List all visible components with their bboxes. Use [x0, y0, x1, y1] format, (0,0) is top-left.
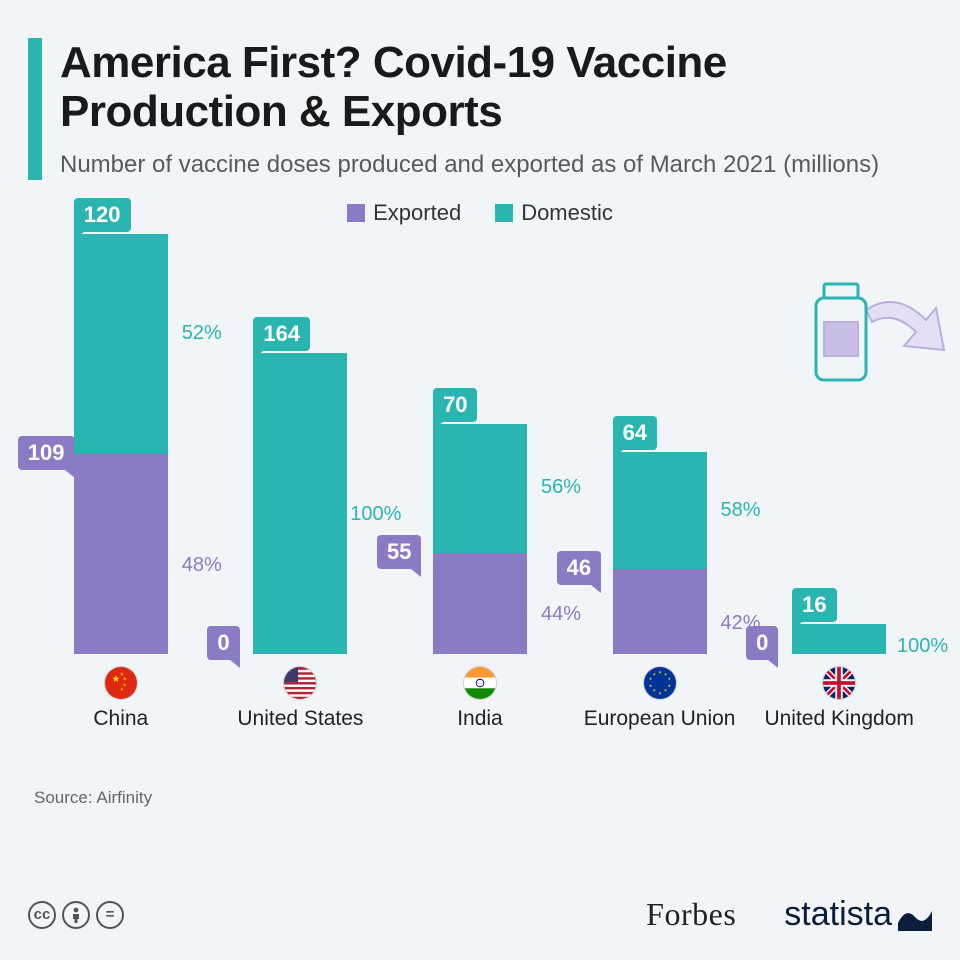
header: America First? Covid-19 Vaccine Producti…: [28, 38, 932, 180]
flag-icon: ★★★★★: [104, 666, 138, 700]
domestic-pct: 100%: [897, 635, 948, 658]
exported-value-bubble: 0: [746, 626, 778, 660]
chart-title: America First? Covid-19 Vaccine Producti…: [60, 38, 932, 137]
exported-segment: 48%109: [74, 454, 168, 654]
cc-badges: cc =: [28, 901, 124, 929]
legend-exported: Exported: [347, 200, 461, 226]
bar-stack: 44%557056%: [433, 424, 527, 653]
country-column: 16100%0 United Kingdom: [754, 624, 924, 757]
bar-stack: 48%10912052%: [74, 234, 168, 654]
forbes-logo: Forbes: [646, 896, 736, 933]
swatch-domestic: [495, 204, 513, 222]
country-column: 164100%0 United States: [216, 353, 386, 758]
exported-value-bubble: 46: [557, 551, 601, 585]
swatch-exported: [347, 204, 365, 222]
accent-bar: [28, 38, 42, 180]
statista-text: statista: [784, 895, 892, 934]
domestic-value-bubble: 16: [792, 588, 836, 622]
bar-stack: 164100%0: [253, 353, 347, 654]
svg-text:★: ★: [111, 673, 119, 684]
domestic-segment: 164100%0: [253, 353, 347, 654]
flag-icon: [283, 666, 317, 700]
bar-stack: 42%466458%: [613, 452, 707, 654]
domestic-value-bubble: 164: [253, 317, 310, 351]
statista-wave-icon: [898, 901, 932, 929]
legend-domestic-label: Domestic: [521, 200, 613, 226]
footer: cc = Forbes statista: [28, 895, 932, 934]
country-column: 48%10912052% ★★★★★ China: [36, 234, 206, 758]
brand-row: Forbes statista: [646, 895, 932, 934]
country-label: China: [93, 706, 148, 758]
chart-subtitle: Number of vaccine doses produced and exp…: [60, 149, 932, 180]
vial-arrow-icon: [796, 270, 946, 400]
exported-value-bubble: 109: [18, 436, 75, 470]
domestic-value-bubble: 120: [74, 198, 131, 232]
cc-nd-icon: =: [96, 901, 124, 929]
domestic-segment: 7056%: [433, 424, 527, 552]
source-text: Source: Airfinity: [28, 788, 932, 808]
domestic-segment: 16100%0: [792, 624, 886, 653]
domestic-segment: 12052%: [74, 234, 168, 454]
country-column: 42%466458% ★★★★★★★★★★ European Union: [575, 452, 745, 758]
country-column: 44%557056% India: [395, 424, 565, 757]
flag-icon: [463, 666, 497, 700]
domestic-value-bubble: 70: [433, 388, 477, 422]
statista-logo: statista: [784, 895, 932, 934]
exported-segment: 42%46: [613, 569, 707, 653]
domestic-segment: 6458%: [613, 452, 707, 569]
legend-exported-label: Exported: [373, 200, 461, 226]
flag-icon: [822, 666, 856, 700]
legend-domestic: Domestic: [495, 200, 613, 226]
domestic-pct: 100%: [350, 503, 401, 526]
domestic-pct: 52%: [182, 322, 222, 345]
domestic-value-bubble: 64: [613, 416, 657, 450]
country-label: European Union: [584, 706, 736, 758]
legend: Exported Domestic: [28, 200, 932, 226]
cc-by-icon: [62, 901, 90, 929]
cc-icon: cc: [28, 901, 56, 929]
bar-stack: 16100%0: [792, 624, 886, 653]
country-label: United States: [237, 706, 363, 758]
exported-value-bubble: 55: [377, 535, 421, 569]
country-label: India: [457, 706, 503, 758]
exported-value-bubble: 0: [207, 626, 239, 660]
country-label: United Kingdom: [764, 706, 913, 758]
flag-icon: ★★★★★★★★★★: [643, 666, 677, 700]
domestic-pct: 58%: [721, 499, 761, 522]
exported-segment: 44%55: [433, 553, 527, 654]
